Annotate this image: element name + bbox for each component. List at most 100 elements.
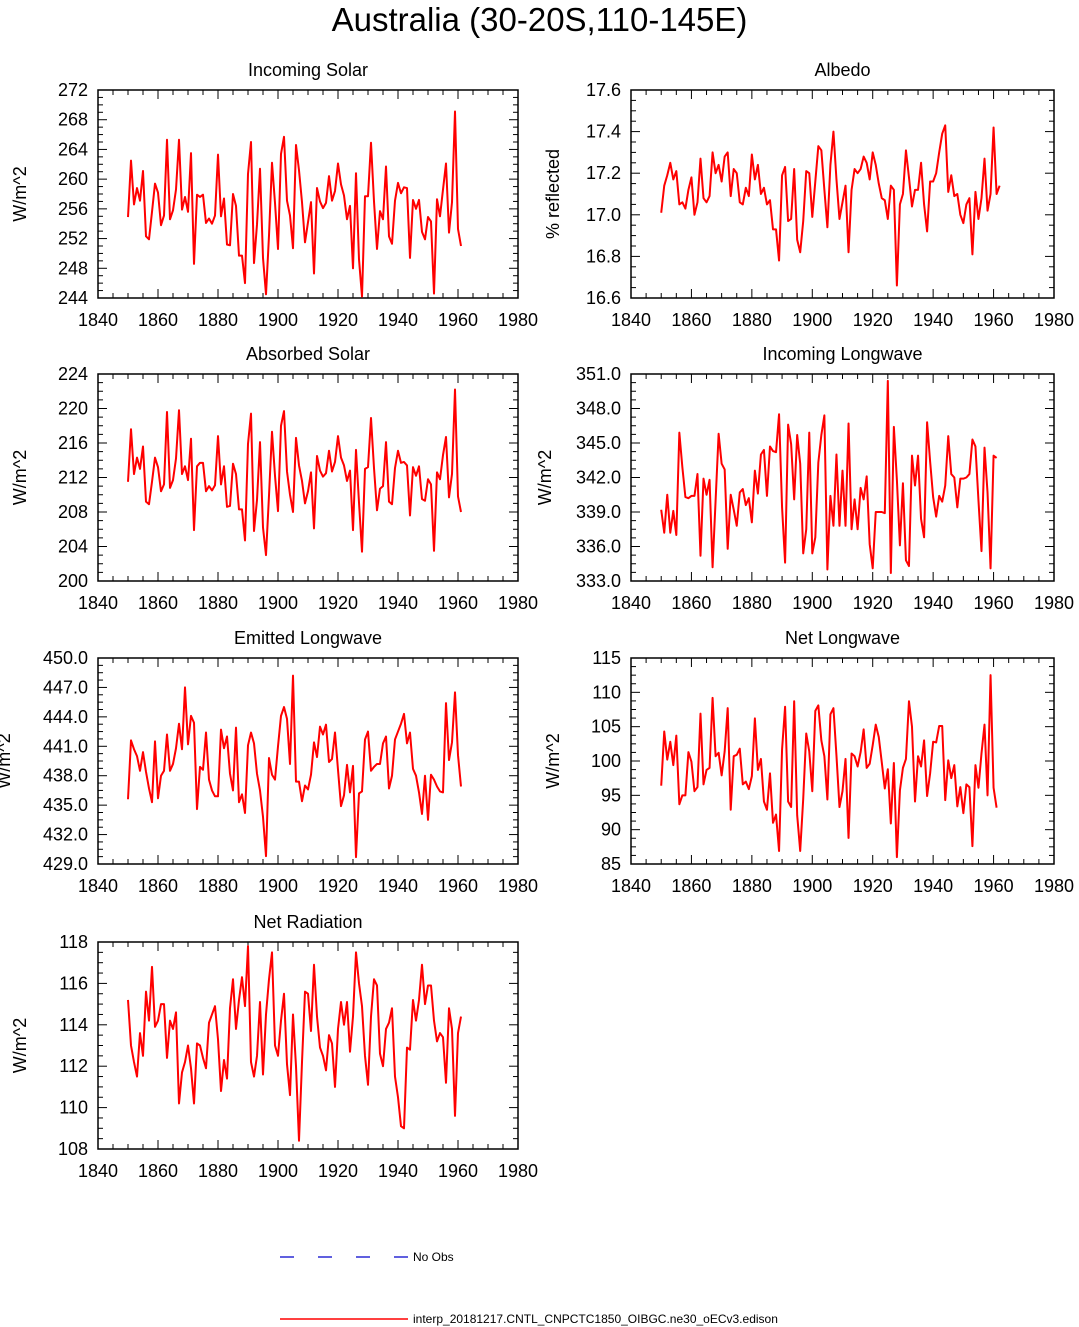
y-axis-label: W/m^2 [10,1018,30,1073]
x-tick-label: 1860 [671,876,711,896]
y-tick-label: 348.0 [576,399,621,419]
x-tick-label: 1980 [498,1161,538,1181]
panel-2: Albedo 1840 1860 1880 1900 1920 1940 1960 1980 16… [543,60,1074,330]
series-line [127,110,462,298]
y-tick-label: 342.0 [576,468,621,488]
y-tick-label: 220 [58,399,88,419]
y-tick-label: 212 [58,468,88,488]
y-tick-label: 105 [591,717,621,737]
x-tick-label: 1860 [671,310,711,330]
x-tick-label: 1980 [1034,593,1074,613]
x-tick-label: 1900 [258,876,298,896]
y-tick-label: 260 [58,169,88,189]
x-tick-label: 1860 [671,593,711,613]
y-tick-label: 115 [592,648,621,668]
x-tick-label: 1880 [198,1161,238,1181]
x-tick-label: 1880 [732,593,772,613]
x-tick-label: 1980 [498,876,538,896]
y-tick-label: 268 [58,110,88,130]
y-tick-label: 95 [601,785,621,805]
x-tick-label: 1920 [318,876,358,896]
panel-title: Albedo [814,60,870,80]
y-tick-label: 435.0 [43,795,88,815]
series-line [127,388,462,557]
x-tick-label: 1900 [258,310,298,330]
x-tick-label: 1840 [78,310,118,330]
x-tick-label: 1940 [378,876,418,896]
x-tick-label: 1920 [318,310,358,330]
y-tick-label: 444.0 [43,707,88,727]
x-tick-label: 1940 [378,593,418,613]
page-title: Australia (30-20S,110-145E) [331,1,748,38]
y-axis-label: W/m^2 [0,733,14,788]
y-tick-label: 336.0 [576,537,621,557]
x-tick-label: 1900 [258,1161,298,1181]
y-tick-label: 339.0 [576,502,621,522]
panel-5: Emitted Longwave 1840 1860 1880 1900 1920 1940… [0,628,538,896]
y-tick-label: 248 [58,258,88,278]
y-tick-label: 429.0 [43,854,88,874]
y-tick-label: 90 [601,820,621,840]
y-tick-label: 441.0 [43,736,88,756]
y-tick-label: 272 [58,80,88,100]
x-tick-label: 1920 [853,593,893,613]
y-tick-label: 252 [58,229,88,249]
x-tick-label: 1860 [138,876,178,896]
y-tick-label: 351.0 [576,364,621,384]
panel-3: Absorbed Solar 1840 1860 1880 1900 1920 1940 19… [10,344,538,613]
x-tick-label: 1960 [438,310,478,330]
series-line [660,674,998,859]
x-tick-label: 1900 [792,876,832,896]
plot-frame [97,657,519,865]
y-tick-label: 244 [58,288,88,308]
x-tick-label: 1860 [138,310,178,330]
y-tick-label: 432.0 [43,825,88,845]
x-tick-label: 1960 [974,310,1014,330]
x-tick-label: 1960 [438,1161,478,1181]
x-tick-label: 1880 [198,310,238,330]
y-tick-label: 110 [592,682,621,702]
x-tick-label: 1880 [732,310,772,330]
x-tick-label: 1860 [138,593,178,613]
panel-title: Incoming Longwave [762,344,922,364]
y-tick-label: 17.0 [586,205,621,225]
y-tick-label: 110 [59,1098,88,1118]
x-tick-label: 1920 [318,1161,358,1181]
x-tick-label: 1840 [611,876,651,896]
series-line [660,379,998,574]
y-tick-label: 345.0 [576,433,621,453]
plot-frame [97,941,519,1150]
y-tick-label: 224 [58,364,88,384]
panel-title: Absorbed Solar [246,344,370,364]
y-axis-label: W/m^2 [10,166,30,221]
x-tick-label: 1840 [611,310,651,330]
y-tick-label: 438.0 [43,766,88,786]
x-tick-label: 1960 [438,876,478,896]
y-tick-label: 17.6 [586,80,621,100]
x-tick-label: 1900 [792,310,832,330]
x-tick-label: 1840 [611,593,651,613]
x-tick-label: 1980 [1034,876,1074,896]
x-tick-label: 1940 [913,876,953,896]
x-tick-label: 1840 [78,876,118,896]
y-axis-label: W/m^2 [10,450,30,505]
panel-7: Net Radiation 1840 1860 1880 1900 1920 1940 196… [10,912,538,1181]
x-tick-label: 1860 [138,1161,178,1181]
panel-6: Net Longwave 1840 1860 1880 1900 1920 1940 1960… [543,628,1074,896]
panel-title: Net Longwave [785,628,900,648]
x-tick-label: 1940 [378,1161,418,1181]
y-tick-label: 16.8 [586,246,621,266]
y-tick-label: 447.0 [43,677,88,697]
panel-title: Net Radiation [253,912,362,932]
y-tick-label: 17.2 [586,163,621,183]
y-tick-label: 85 [601,854,621,874]
x-tick-label: 1980 [498,593,538,613]
panel-1: Incoming Solar 1840 1860 1880 1900 1920 1940 19… [10,60,538,330]
x-tick-label: 1880 [198,876,238,896]
x-tick-label: 1980 [1034,310,1074,330]
x-tick-label: 1920 [853,310,893,330]
x-tick-label: 1920 [853,876,893,896]
y-axis-label: % reflected [543,149,563,239]
y-tick-label: 118 [59,932,88,952]
x-tick-label: 1880 [732,876,772,896]
